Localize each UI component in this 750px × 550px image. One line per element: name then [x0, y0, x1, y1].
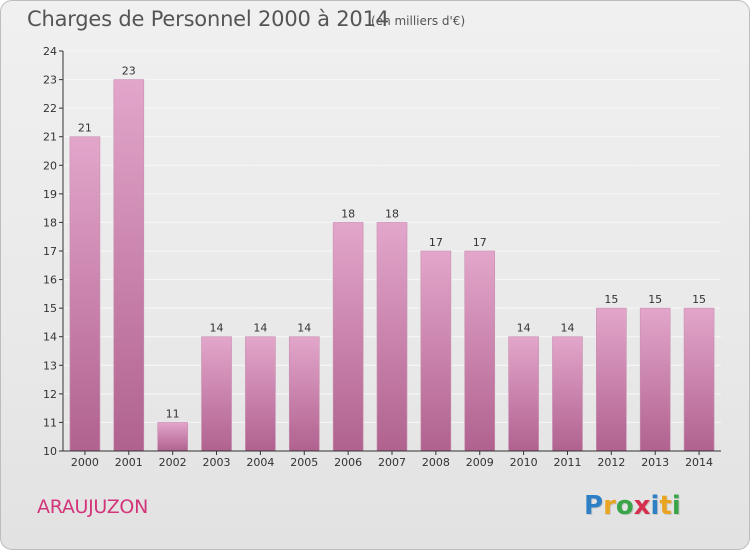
proxiti-logo[interactable]: Proxiti: [584, 491, 681, 521]
x-tick-label: 2000: [71, 456, 99, 469]
bar: [420, 250, 452, 452]
y-tick-label: 19: [43, 188, 57, 201]
y-tick-label: 14: [43, 331, 57, 344]
x-tick-label: 2005: [290, 456, 318, 469]
bar: [639, 307, 671, 452]
y-tick-label: 23: [43, 74, 57, 87]
logo-letter: x: [633, 491, 651, 521]
bar: [332, 222, 364, 452]
y-tick-label: 16: [43, 274, 57, 287]
x-tick-label: 2002: [159, 456, 187, 469]
bar: [508, 336, 539, 452]
bar: [69, 136, 101, 452]
y-tick-label: 18: [43, 216, 57, 229]
data-label: 17: [473, 236, 487, 249]
bar: [376, 222, 408, 452]
bar: [157, 422, 188, 452]
data-label: 18: [385, 207, 399, 220]
y-tick-label: 12: [43, 388, 57, 401]
x-tick-label: 2012: [597, 456, 625, 469]
data-label: 14: [253, 322, 267, 335]
x-tick-label: 2014: [685, 456, 713, 469]
data-label: 15: [648, 293, 662, 306]
y-tick-label: 11: [43, 416, 57, 429]
data-label: 14: [297, 322, 311, 335]
x-tick-label: 2009: [466, 456, 494, 469]
y-tick-label: 21: [43, 131, 57, 144]
y-tick-label: 20: [43, 159, 57, 172]
data-label: 15: [604, 293, 618, 306]
data-label: 14: [517, 322, 531, 335]
y-tick-label: 22: [43, 102, 57, 115]
data-label: 18: [341, 207, 355, 220]
x-tick-label: 2008: [422, 456, 450, 469]
data-label: 14: [560, 322, 574, 335]
x-tick-label: 2013: [641, 456, 669, 469]
x-tick-label: 2004: [246, 456, 274, 469]
data-label: 17: [429, 236, 443, 249]
bar: [288, 336, 320, 452]
axes: 10 11 12 13 14 15 16 17 18 19 20 21 22 23 24 2000 2001 20…: [43, 45, 721, 469]
logo-letter: t: [659, 491, 672, 521]
bar: [245, 336, 276, 452]
y-tick-label: 24: [43, 45, 57, 58]
x-tick-label: 2011: [553, 456, 581, 469]
x-tick-label: 2001: [115, 456, 143, 469]
commune-name: ARAUJUZON: [37, 496, 148, 518]
logo-letter: P: [584, 491, 604, 521]
y-tick-label: 17: [43, 245, 57, 258]
y-tick-label: 13: [43, 359, 57, 372]
logo-letter: o: [615, 491, 634, 521]
chart-title: Charges de Personnel 2000 à 2014: [27, 7, 389, 31]
x-tick-label: 2006: [334, 456, 362, 469]
logo-letter: r: [603, 491, 616, 521]
data-label: 23: [122, 65, 136, 78]
logo-letter: i: [671, 491, 681, 521]
x-tick-label: 2003: [203, 456, 231, 469]
bar: [552, 336, 583, 452]
y-tick-label: 10: [43, 445, 57, 458]
chart-subtitle: (en milliers d'€): [371, 14, 466, 28]
logo-letter: i: [650, 491, 660, 521]
y-tick-label: 15: [43, 302, 57, 315]
bars: 21 23 11 14 14 14 18 18 17 17 14 14 15 15 15: [69, 65, 715, 452]
bar: [201, 336, 232, 452]
data-label: 11: [166, 407, 180, 420]
data-label: 21: [78, 122, 92, 135]
bar: [113, 79, 145, 452]
x-tick-label: 2007: [378, 456, 406, 469]
data-label: 15: [692, 293, 706, 306]
bar: [464, 250, 496, 452]
x-tick-label: 2010: [510, 456, 538, 469]
bar: [683, 307, 715, 452]
data-label: 14: [210, 322, 224, 335]
bar: [596, 307, 627, 452]
